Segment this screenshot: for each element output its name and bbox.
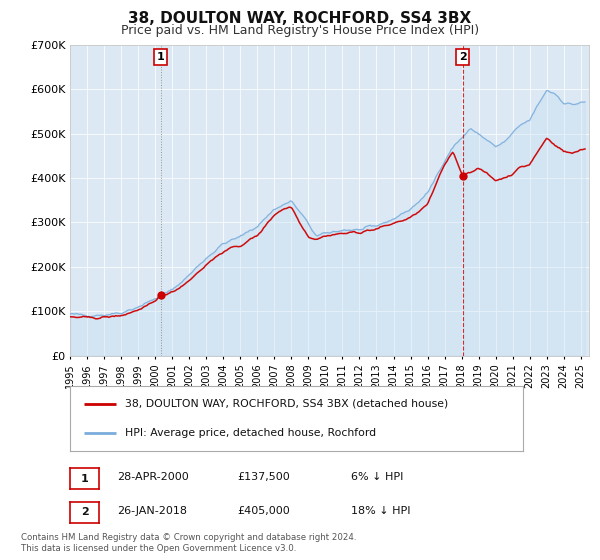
Text: 26-JAN-2018: 26-JAN-2018 [117,506,187,516]
Text: 38, DOULTON WAY, ROCHFORD, SS4 3BX: 38, DOULTON WAY, ROCHFORD, SS4 3BX [128,11,472,26]
Text: 6% ↓ HPI: 6% ↓ HPI [351,472,403,482]
Text: £137,500: £137,500 [237,472,290,482]
Text: 18% ↓ HPI: 18% ↓ HPI [351,506,410,516]
Text: 2: 2 [459,52,467,62]
Text: 38, DOULTON WAY, ROCHFORD, SS4 3BX (detached house): 38, DOULTON WAY, ROCHFORD, SS4 3BX (deta… [125,399,448,409]
Text: Price paid vs. HM Land Registry's House Price Index (HPI): Price paid vs. HM Land Registry's House … [121,24,479,36]
Text: HPI: Average price, detached house, Rochford: HPI: Average price, detached house, Roch… [125,428,376,438]
Text: 2: 2 [81,507,88,517]
Text: £405,000: £405,000 [237,506,290,516]
Text: 1: 1 [81,474,88,484]
Text: 1: 1 [157,52,164,62]
Text: 28-APR-2000: 28-APR-2000 [117,472,189,482]
Text: This data is licensed under the Open Government Licence v3.0.: This data is licensed under the Open Gov… [21,544,296,553]
Text: Contains HM Land Registry data © Crown copyright and database right 2024.: Contains HM Land Registry data © Crown c… [21,533,356,542]
